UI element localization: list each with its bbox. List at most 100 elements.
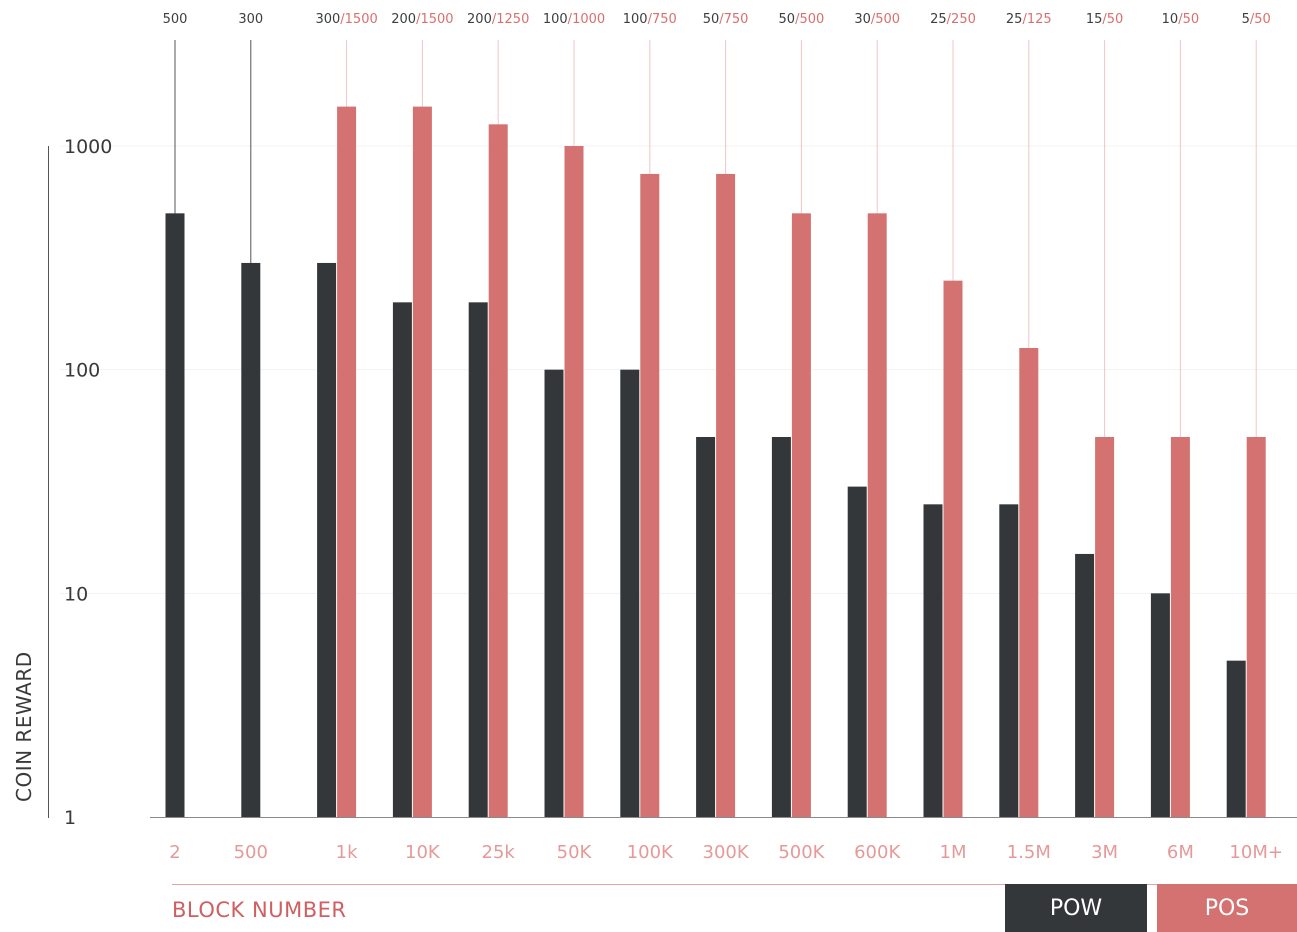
y-axis-title: COIN REWARD <box>12 651 36 802</box>
x-tick-label: 1M <box>940 842 967 863</box>
bar-pow <box>696 436 716 817</box>
top-value-pos: 250 <box>951 12 976 27</box>
top-value-pos: 125 <box>1027 12 1052 27</box>
top-value-slash: / <box>1022 12 1027 27</box>
top-value-label: 300 <box>238 12 263 27</box>
x-tick-label: 6M <box>1167 842 1194 863</box>
top-value-label: 25/125 <box>1006 12 1052 27</box>
top-value-pow: 100 <box>623 12 648 27</box>
top-value-pos: 1500 <box>345 12 378 27</box>
top-value-pow: 50 <box>779 12 796 27</box>
top-value-label: 30/500 <box>854 12 900 27</box>
bar-pos <box>640 173 660 817</box>
top-value-pos: 750 <box>652 12 677 27</box>
top-value-pow: 300 <box>315 12 340 27</box>
y-tick-label: 1000 <box>64 136 112 158</box>
bar-pos <box>943 280 963 817</box>
bar-pow <box>847 486 867 817</box>
top-value-pos: 1500 <box>420 12 453 27</box>
top-value-label: 25/250 <box>930 12 976 27</box>
top-value-pow: 300 <box>238 12 263 27</box>
top-value-pow: 50 <box>703 12 720 27</box>
top-value-label: 300/1500 <box>315 12 377 27</box>
legend-pos: POS <box>1157 884 1297 932</box>
x-axis-title-rule <box>172 884 1297 885</box>
bar-pos <box>564 146 584 817</box>
top-value-pos: 1000 <box>572 12 605 27</box>
x-tick-label: 10M+ <box>1229 842 1283 863</box>
top-value-pow: 5 <box>1242 12 1250 27</box>
y-axis-label-wrap: COIN REWARD <box>12 650 42 802</box>
top-value-slash: / <box>947 12 952 27</box>
bar-pow <box>241 262 261 817</box>
x-tick-label: 10K <box>405 842 441 863</box>
x-tick-label: 3M <box>1091 842 1118 863</box>
top-value-slash: / <box>568 12 573 27</box>
bar-pow <box>999 504 1019 817</box>
top-value-pow: 25 <box>1006 12 1023 27</box>
x-tick-label: 50K <box>557 842 593 863</box>
top-value-label: 15/50 <box>1086 12 1123 27</box>
top-value-label: 100/1000 <box>543 12 605 27</box>
x-tick-label: 2 <box>169 842 180 863</box>
top-value-label: 5/50 <box>1242 12 1271 27</box>
x-axis-title: BLOCK NUMBER <box>172 898 347 922</box>
top-value-pow: 200 <box>467 12 492 27</box>
top-value-slash: / <box>1102 12 1107 27</box>
top-value-slash: / <box>871 12 876 27</box>
bar-pos <box>337 106 357 817</box>
bar-pos <box>1019 347 1039 817</box>
bar-pos <box>867 213 887 817</box>
bar-pow <box>1150 593 1170 817</box>
top-value-pos: 50 <box>1183 12 1200 27</box>
bar-pow <box>392 302 412 817</box>
y-tick-label: 100 <box>64 360 100 382</box>
top-value-pos: 750 <box>724 12 749 27</box>
x-tick-label: 25k <box>482 842 516 863</box>
top-value-slash: / <box>1250 12 1255 27</box>
bar-pow <box>923 504 943 817</box>
bar-pow <box>620 369 640 817</box>
top-value-label: 200/1250 <box>467 12 529 27</box>
top-value-slash: / <box>1178 12 1183 27</box>
top-value-pow: 25 <box>930 12 947 27</box>
top-value-label: 500 <box>163 12 188 27</box>
top-value-slash: / <box>416 12 421 27</box>
top-value-pow: 10 <box>1162 12 1179 27</box>
legend-pos-label: POS <box>1204 895 1250 921</box>
x-tick-label: 100K <box>627 842 674 863</box>
top-value-pos: 50 <box>1107 12 1124 27</box>
legend-pow: POW <box>1005 884 1147 932</box>
top-value-pos: 500 <box>875 12 900 27</box>
top-value-label: 10/50 <box>1162 12 1199 27</box>
x-tick-label: 1.5M <box>1007 842 1051 863</box>
x-tick-label: 1k <box>336 842 358 863</box>
top-value-slash: / <box>719 12 724 27</box>
x-tick-label: 500K <box>778 842 825 863</box>
y-tick-label: 1 <box>64 807 76 829</box>
bar-pow <box>544 369 564 817</box>
top-value-slash: / <box>795 12 800 27</box>
top-value-slash: / <box>340 12 345 27</box>
legend-pow-label: POW <box>1049 895 1103 921</box>
bar-pos <box>716 173 736 817</box>
top-value-pow: 30 <box>854 12 871 27</box>
bar-pos <box>1170 436 1190 817</box>
top-value-label: 100/750 <box>623 12 677 27</box>
top-value-pow: 100 <box>543 12 568 27</box>
y-axis-line <box>48 146 49 818</box>
bar-pow <box>317 262 337 817</box>
top-value-pos: 500 <box>799 12 824 27</box>
top-value-label: 200/1500 <box>391 12 453 27</box>
bar-pos <box>488 124 508 817</box>
top-value-pow: 15 <box>1086 12 1103 27</box>
top-value-slash: / <box>492 12 497 27</box>
top-value-pow: 500 <box>163 12 188 27</box>
x-tick-label: 500 <box>234 842 268 863</box>
top-value-label: 50/500 <box>779 12 825 27</box>
x-tick-label: 600K <box>854 842 901 863</box>
x-tick-label: 300K <box>703 842 750 863</box>
bar-pos <box>791 213 811 817</box>
y-tick-label: 10 <box>64 583 88 605</box>
